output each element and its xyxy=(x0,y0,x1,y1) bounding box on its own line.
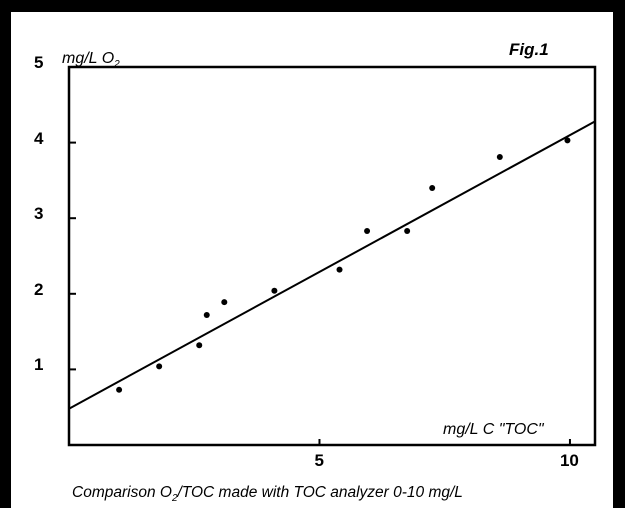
chart-caption: Comparison O2/TOC made with TOC analyzer… xyxy=(72,484,463,504)
data-point xyxy=(156,363,163,370)
data-point xyxy=(336,266,343,273)
y-tick-marks xyxy=(69,141,76,371)
y-tick-label: 3 xyxy=(34,204,44,224)
y-axis-unit-subscript: 2 xyxy=(114,59,120,71)
data-point xyxy=(429,184,436,191)
y-axis-unit-label: mg/L O2 xyxy=(62,50,120,70)
y-tick-label: 1 xyxy=(34,355,44,375)
x-axis-unit-label: mg/L C "TOC" xyxy=(443,421,544,438)
caption-subscript: 2 xyxy=(171,493,178,505)
data-point xyxy=(404,228,411,235)
x-tick-marks xyxy=(318,439,571,445)
data-point xyxy=(196,342,203,349)
data-points xyxy=(116,137,571,393)
caption-text-1: Comparison O xyxy=(72,484,172,501)
data-point xyxy=(116,386,123,393)
data-point xyxy=(221,299,228,306)
y-tick-label: 5 xyxy=(34,53,44,72)
y-axis-unit-text: mg/L O xyxy=(62,50,115,67)
caption-text-2: /TOC made with TOC analyzer 0-10 mg/L xyxy=(177,484,463,501)
data-point xyxy=(203,311,210,318)
x-tick-label: 5 xyxy=(314,451,324,470)
plot-area-border xyxy=(67,65,597,447)
data-point xyxy=(271,287,278,294)
y-tick-label: 2 xyxy=(34,279,44,299)
data-point xyxy=(564,137,571,144)
figure-label: Fig.1 xyxy=(509,40,549,59)
data-point xyxy=(496,153,503,160)
y-tick-label: 4 xyxy=(34,128,44,148)
regression-line xyxy=(68,120,596,410)
data-point xyxy=(364,228,371,235)
x-tick-label: 10 xyxy=(559,451,579,470)
